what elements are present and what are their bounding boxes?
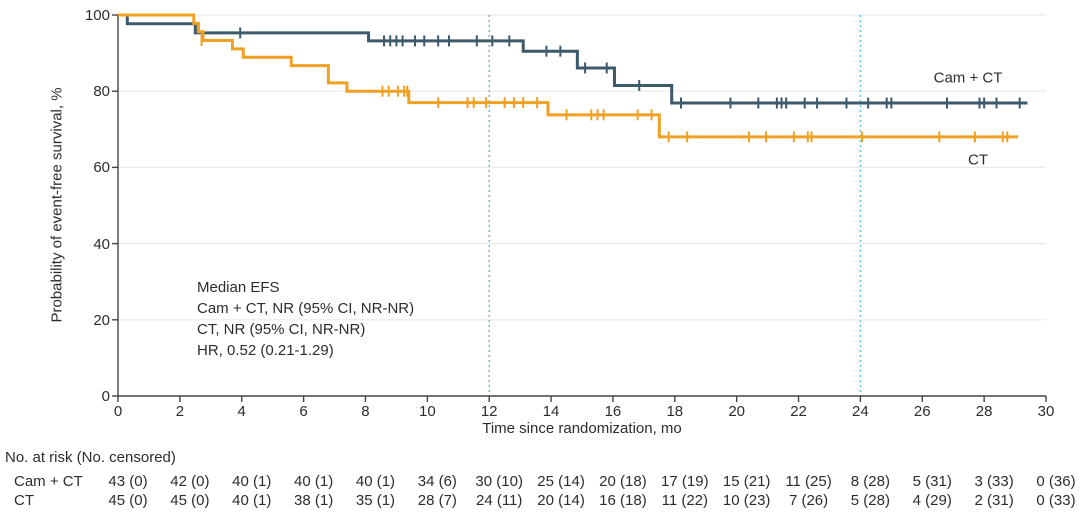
risk-cell: 45 (0) — [108, 492, 148, 509]
risk-cell: 5 (31) — [912, 473, 952, 490]
curve-label-ct: CT — [968, 151, 988, 169]
risk-cell: 2 (31) — [974, 492, 1014, 509]
x-tick-label: 6 — [299, 403, 308, 420]
risk-cell: 28 (7) — [417, 492, 457, 509]
km-curve-cam-ct — [118, 13, 1028, 105]
y-axis-title: Probability of event-free survival, % — [48, 87, 66, 323]
x-tick-label: 26 — [913, 403, 931, 420]
risk-cell: 34 (6) — [417, 473, 457, 490]
x-tick-label: 20 — [728, 403, 745, 420]
risk-cell: 40 (1) — [294, 473, 334, 490]
risk-cell: 3 (33) — [974, 473, 1014, 490]
risk-cell: 42 (0) — [170, 473, 210, 490]
risk-cell: 40 (1) — [232, 492, 272, 509]
y-tick-label: 100 — [84, 7, 110, 24]
y-tick-label: 0 — [101, 388, 110, 405]
risk-cell: 8 (28) — [850, 473, 890, 490]
risk-cell: 43 (0) — [108, 473, 148, 490]
x-tick-label: 0 — [113, 403, 123, 420]
risk-table-title: No. at risk (No. censored) — [5, 449, 176, 466]
risk-row-label-cam-ct: Cam + CT — [14, 473, 83, 490]
y-tick-label: 60 — [93, 159, 110, 177]
risk-cell: 20 (14) — [537, 492, 585, 509]
x-tick-label: 8 — [361, 403, 370, 420]
risk-cell: 16 (18) — [599, 492, 647, 509]
x-tick-label: 22 — [790, 403, 807, 420]
x-tick-label: 30 — [1037, 403, 1055, 420]
median-efs-annotation: Median EFS Cam + CT, NR (95% CI, NR-NR) … — [197, 277, 414, 361]
risk-cell: 40 (1) — [355, 473, 396, 490]
x-tick-label: 4 — [237, 403, 246, 420]
y-tick-label: 80 — [93, 83, 110, 101]
y-tick-label: 40 — [93, 235, 110, 253]
x-tick-label: 14 — [542, 403, 560, 420]
risk-cell: 20 (18) — [599, 473, 647, 490]
risk-cell: 45 (0) — [170, 492, 210, 509]
risk-cell: 17 (19) — [661, 473, 709, 490]
risk-cell: 0 (33) — [1036, 492, 1076, 509]
risk-cell: 35 (1) — [355, 492, 396, 509]
x-tick-label: 2 — [175, 403, 185, 420]
risk-cell: 15 (21) — [722, 473, 771, 490]
x-tick-label: 16 — [604, 403, 622, 420]
annotation-line-hr: HR, 0.52 (0.21-1.29) — [197, 342, 334, 359]
risk-cell: 7 (26) — [788, 492, 829, 509]
annotation-line-median: Median EFS — [197, 279, 280, 296]
risk-cell: 30 (10) — [475, 473, 523, 490]
risk-cell: 0 (36) — [1036, 473, 1076, 490]
x-axis-title: Time since randomization, mo — [482, 420, 682, 437]
x-tick-label: 10 — [418, 403, 436, 420]
risk-cell: 40 (1) — [232, 473, 272, 490]
risk-cell: 5 (28) — [850, 492, 890, 509]
risk-cell: 38 (1) — [294, 492, 334, 509]
curve-label-cam-ct: Cam + CT — [933, 69, 1003, 87]
risk-cell: 24 (11) — [475, 492, 523, 509]
risk-cell: 11 (22) — [661, 492, 709, 509]
risk-cell: 11 (25) — [785, 473, 832, 490]
risk-cell: 4 (29) — [912, 492, 952, 509]
risk-cell: 10 (23) — [722, 492, 771, 509]
y-tick-label: 20 — [93, 311, 110, 329]
x-tick-label: 24 — [852, 403, 869, 420]
x-tick-label: 12 — [480, 403, 498, 420]
annotation-line-ct: CT, NR (95% CI, NR-NR) — [197, 321, 366, 338]
risk-cell: 25 (14) — [537, 473, 585, 490]
x-tick-label: 28 — [975, 403, 993, 420]
risk-row-label-ct: CT — [14, 492, 34, 509]
km-curve-ct — [118, 13, 1019, 139]
x-tick-label: 18 — [666, 403, 684, 420]
annotation-line-camct: Cam + CT, NR (95% CI, NR-NR) — [197, 300, 415, 317]
